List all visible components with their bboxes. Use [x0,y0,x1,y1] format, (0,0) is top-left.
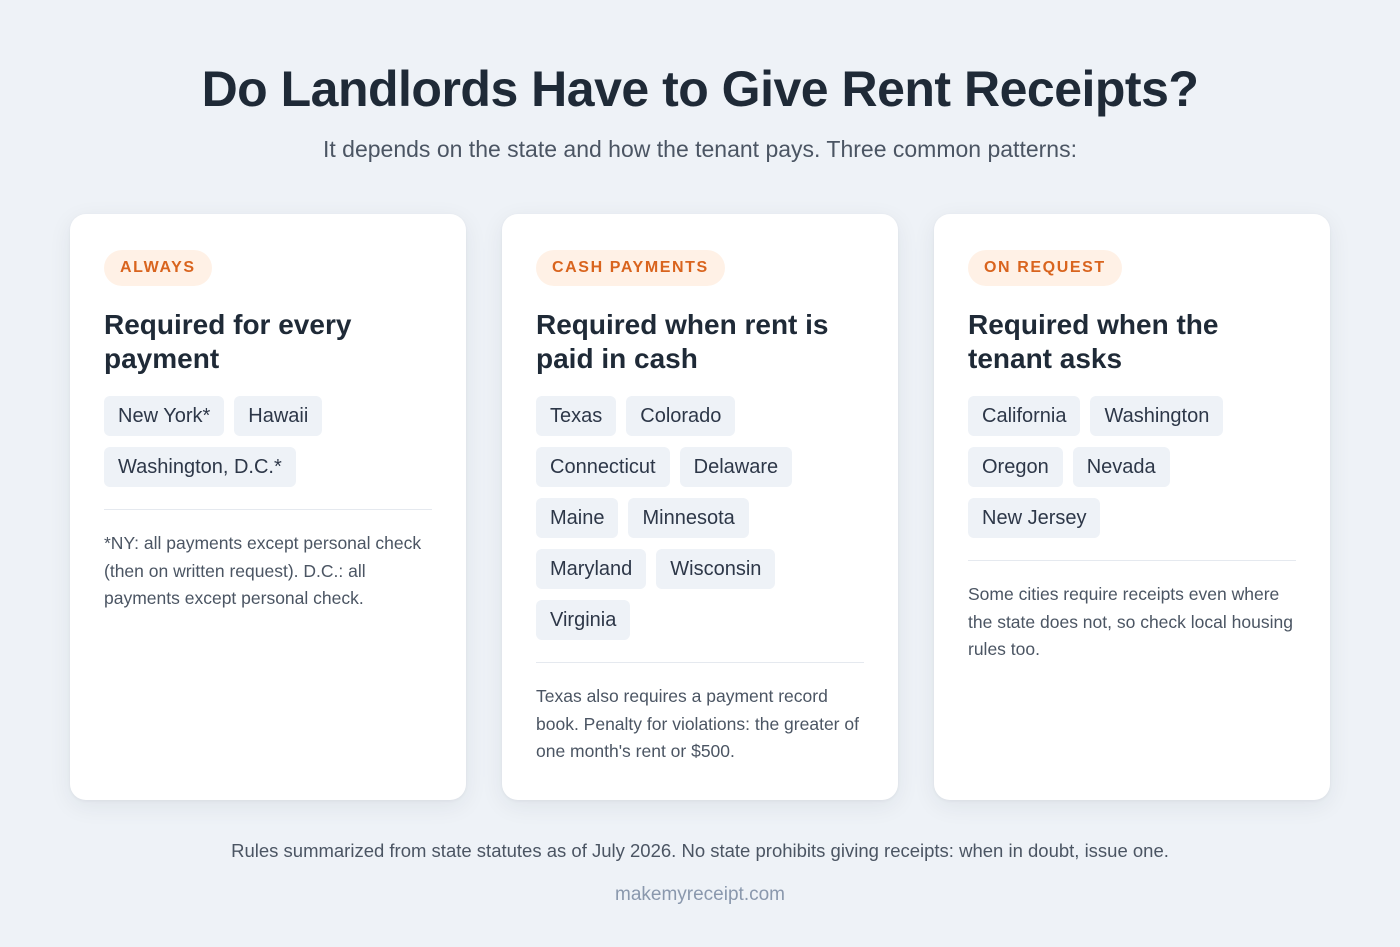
state-chip: Maine [536,498,619,538]
state-chip: Washington, D.C.* [104,447,296,487]
divider [536,662,864,663]
state-chip: Virginia [536,600,631,640]
card-cash-payments: CASH PAYMENTS Required when rent is paid… [502,214,898,800]
state-chip: Nevada [1072,447,1170,487]
state-chip: Connecticut [536,447,670,487]
page-subtitle: It depends on the state and how the tena… [323,136,1077,162]
state-chip: Delaware [679,447,793,487]
state-chip: Minnesota [628,498,749,538]
card-heading: Required for every payment [104,309,352,374]
divider [968,560,1296,561]
page-title: Do Landlords Have to Give Rent Receipts? [201,61,1199,117]
state-chip: Colorado [626,396,736,436]
card-note: Some cities require receipts even where … [968,584,1293,659]
category-badge: CASH PAYMENTS [536,250,725,286]
state-chip: Texas [536,396,617,436]
card-note: Texas also requires a payment record boo… [536,686,859,761]
card-heading: Required when the tenant asks [968,309,1219,374]
card-on-request: ON REQUEST Required when the tenant asks… [934,214,1330,800]
category-badge: ALWAYS [104,250,212,286]
state-list: California Washington Oregon Nevada New … [968,396,1296,538]
state-chip: Oregon [968,447,1063,487]
card-always: ALWAYS Required for every payment New Yo… [70,214,466,800]
state-chip: Maryland [536,549,647,589]
state-chip: New Jersey [968,498,1101,538]
state-chip: Hawaii [234,396,323,436]
footer-footnote: Rules summarized from state statutes as … [231,840,1169,861]
site-url: makemyreceipt.com [615,884,785,905]
divider [104,509,432,510]
card-note: *NY: all payments except personal check … [104,533,422,608]
state-chip: California [968,396,1081,436]
state-list: New York* Hawaii Washington, D.C.* [104,396,432,487]
state-list: Texas Colorado Connecticut Delaware Main… [536,396,864,640]
card-heading: Required when rent is paid in cash [536,309,829,374]
state-chip: Wisconsin [656,549,776,589]
category-badge: ON REQUEST [968,250,1122,286]
state-chip: New York* [104,396,225,436]
state-chip: Washington [1090,396,1224,436]
